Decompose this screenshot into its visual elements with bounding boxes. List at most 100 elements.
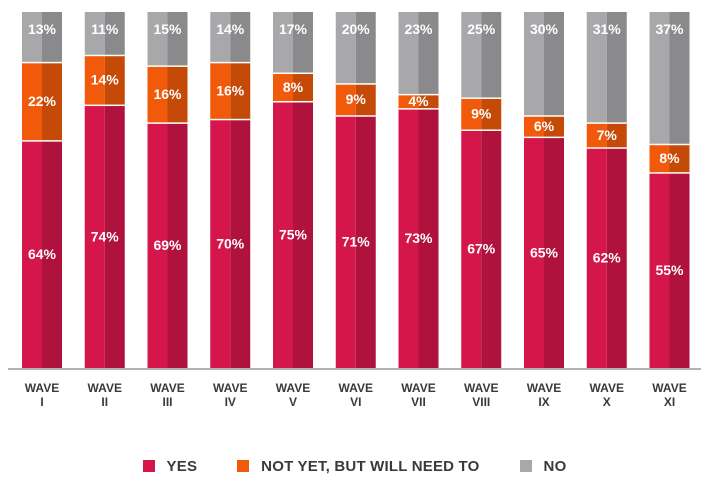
x-tick-label: V — [289, 395, 297, 409]
legend-label-no: NO — [543, 457, 567, 475]
bar-not-yet-right — [293, 72, 313, 101]
bar-segment-no — [210, 12, 251, 62]
bar-segment-yes — [147, 122, 188, 368]
bar-not-yet-left — [398, 93, 419, 109]
legend-swatch-no — [519, 460, 532, 472]
bar-not-yet-right — [230, 61, 251, 119]
bar-no-left — [586, 12, 607, 123]
x-tick-label: WAVE — [464, 381, 498, 395]
x-tick-label: III — [162, 395, 172, 409]
x-tick-label: VIII — [472, 395, 490, 409]
legend-item-not-yet: NOT YET, BUT WILL NEED TO — [237, 458, 479, 475]
data-label-no: 20% — [342, 21, 371, 37]
legend-label-yes: YES — [166, 457, 198, 475]
bar-segment-yes — [649, 172, 690, 368]
data-label-no: 37% — [655, 21, 684, 37]
data-label-not-yet: 9% — [471, 105, 492, 121]
bar-segment-not-yet — [335, 83, 376, 116]
x-tick-label: IV — [225, 395, 236, 409]
x-tick-label: IX — [538, 395, 549, 409]
x-tick-label: I — [40, 395, 43, 409]
bar-segment-yes — [335, 115, 376, 369]
data-label-not-yet: 8% — [659, 150, 680, 166]
bar-not-yet-left — [649, 143, 670, 173]
bar-yes-right — [418, 108, 439, 369]
bar-not-yet-left — [84, 54, 105, 105]
segment-separator — [398, 106, 439, 110]
bar-not-yet-right — [418, 93, 439, 109]
bar-no-left — [398, 12, 419, 94]
x-tick-label: WAVE — [527, 381, 561, 395]
data-label-yes: 69% — [153, 237, 182, 253]
legend-item-no: NO — [519, 457, 567, 475]
data-label-yes: 71% — [342, 234, 371, 250]
bar-not-yet-right — [669, 143, 690, 173]
bar-yes-right — [669, 172, 690, 368]
x-tick-label: XI — [664, 395, 675, 409]
x-tick-label: WAVE — [339, 381, 373, 395]
data-label-no: 13% — [28, 21, 57, 37]
bar-no-right — [544, 12, 564, 116]
bar-yes-right — [104, 104, 125, 368]
bar-yes-right — [167, 122, 188, 368]
bar-no-right — [104, 12, 125, 55]
bar-no-right — [167, 12, 188, 66]
x-tick-label: WAVE — [590, 381, 624, 395]
bar-no-right — [481, 12, 502, 98]
data-label-yes: 55% — [655, 262, 684, 278]
x-tick-label: WAVE — [652, 381, 686, 395]
x-tick-label: VI — [350, 395, 361, 409]
bar-segment-not-yet — [84, 54, 125, 105]
x-tick-label: WAVE — [88, 381, 122, 395]
data-label-not-yet: 14% — [91, 72, 120, 88]
bar-yes-right — [606, 147, 627, 368]
bar-not-yet-left — [147, 65, 168, 123]
bar-segment-yes — [210, 118, 251, 368]
bar-segment-no — [398, 12, 439, 94]
bar-segment-no — [649, 12, 690, 144]
bar-segment-no — [273, 12, 313, 73]
x-tick-label: X — [603, 395, 611, 409]
bar-yes-left — [273, 101, 293, 368]
bar-not-yet-right — [104, 54, 125, 105]
bar-segment-not-yet — [273, 72, 313, 101]
bar-not-yet-left — [210, 61, 231, 119]
bar-yes-left — [398, 108, 419, 369]
x-tick-label: WAVE — [401, 381, 435, 395]
bar-not-yet-right — [167, 65, 188, 123]
bar-no-right — [355, 12, 376, 84]
bar-segment-no — [84, 12, 125, 55]
legend-swatch-yes — [142, 460, 155, 472]
data-label-not-yet: 16% — [153, 86, 182, 102]
bar-yes-right — [544, 136, 564, 368]
bar-no-left — [147, 12, 168, 66]
data-label-no: 23% — [404, 21, 433, 37]
x-tick-label: WAVE — [25, 381, 59, 395]
bar-segment-not-yet — [649, 143, 690, 173]
bar-segment-not-yet — [210, 61, 251, 119]
data-label-not-yet: 6% — [534, 118, 555, 134]
legend: YES NOT YET, BUT WILL NEED TO NO — [0, 454, 709, 478]
bar-not-yet-left — [22, 61, 42, 141]
data-label-yes: 70% — [216, 235, 245, 251]
bar-no-left — [461, 12, 482, 98]
bar-not-yet-left — [461, 97, 482, 130]
data-label-not-yet: 9% — [346, 91, 367, 107]
bar-not-yet-left — [273, 72, 293, 101]
data-label-not-yet: 16% — [216, 82, 245, 98]
bar-yes-left — [649, 172, 670, 368]
data-label-not-yet: 8% — [283, 79, 304, 95]
bar-not-yet-right — [606, 122, 627, 148]
bar-yes-right — [355, 115, 376, 369]
bar-segment-no — [335, 12, 376, 84]
data-label-yes: 65% — [530, 244, 559, 260]
